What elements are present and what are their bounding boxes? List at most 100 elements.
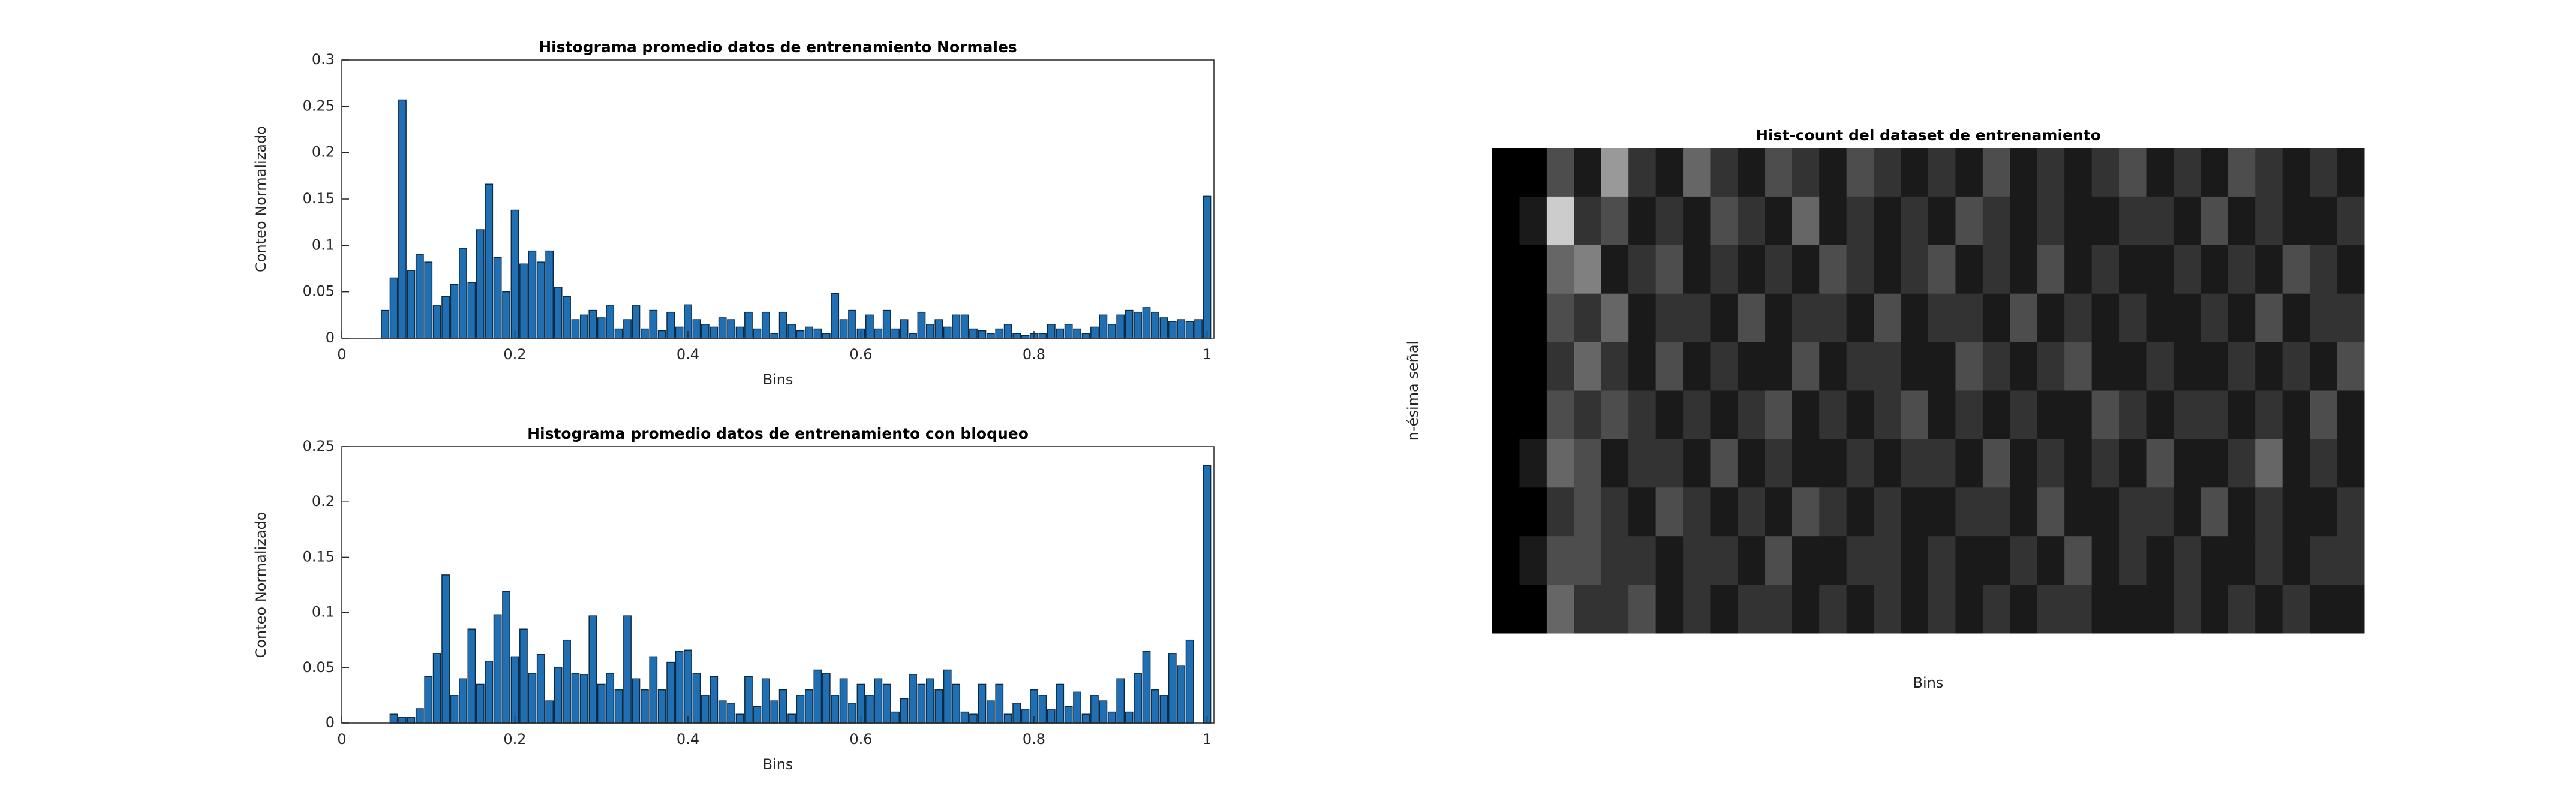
bar — [943, 669, 952, 724]
bar — [571, 673, 580, 724]
heatmap-cell — [1765, 148, 1793, 197]
bar — [1012, 333, 1021, 339]
bar — [1073, 328, 1081, 339]
heatmap-cell — [1601, 196, 1629, 246]
heatmap-cell — [1546, 536, 1574, 585]
heatmap-cell — [1492, 487, 1520, 537]
bar — [1116, 678, 1125, 724]
heatmap-cell — [2228, 439, 2256, 488]
bar — [978, 683, 987, 724]
heatmap-cell — [2091, 536, 2120, 585]
bar — [978, 330, 987, 339]
y-tick-label: 0 — [326, 329, 335, 346]
bar — [1099, 314, 1108, 339]
chart-title: Histograma promedio datos de entrenamien… — [527, 425, 1029, 442]
bar — [657, 689, 666, 724]
heatmap-cell — [1574, 148, 1602, 197]
y-tick-label: 0.25 — [303, 438, 335, 454]
heatmap-cell — [1546, 293, 1574, 343]
heatmap-cell — [1874, 342, 1902, 391]
bar — [623, 319, 632, 339]
heatmap-cell — [1546, 390, 1574, 439]
bar — [1021, 709, 1030, 724]
bar — [753, 328, 762, 339]
bar — [649, 656, 658, 724]
x-tick-label: 0.2 — [503, 346, 526, 363]
heatmap-cell — [1574, 585, 1602, 634]
bar — [770, 700, 779, 724]
heatmap-cell — [1601, 245, 1629, 294]
bar — [1038, 695, 1047, 724]
heatmap-cell — [1492, 293, 1520, 343]
heatmap-cell — [1792, 293, 1820, 343]
heatmap-cell — [1546, 196, 1574, 246]
bar — [1151, 311, 1159, 339]
heatmap-cell — [1655, 196, 1684, 246]
heatmap-cell — [2091, 487, 2120, 537]
x-tick-label: 0.4 — [677, 346, 699, 363]
y-tick-label: 0.2 — [312, 493, 335, 510]
heatmap-cell — [2173, 439, 2201, 488]
heatmap-cell — [1492, 342, 1520, 391]
bar — [710, 326, 719, 339]
x-tick-label: 1 — [1203, 731, 1212, 748]
bar — [1168, 321, 1177, 339]
bar — [1081, 333, 1090, 339]
heatmap-cell — [2310, 245, 2338, 294]
bar — [1090, 326, 1099, 339]
heatmap-cell — [2119, 196, 2147, 246]
heatmap-cell — [1819, 390, 1847, 439]
bar — [632, 678, 641, 724]
heatmap-cell — [2010, 487, 2038, 537]
heatmap-cell — [1928, 439, 1956, 488]
bar — [761, 311, 770, 339]
heatmap-cell — [2337, 390, 2365, 439]
bar — [415, 708, 424, 724]
bar — [813, 669, 822, 724]
heatmap-cell — [1737, 585, 1765, 634]
heatmap-cell — [1928, 293, 1956, 343]
heatmap-cell — [1492, 148, 1520, 197]
heatmap-cell — [2255, 536, 2283, 585]
heatmap-cell — [2173, 293, 2201, 343]
heatmap-cell — [1737, 390, 1765, 439]
heatmap-cell — [1928, 390, 1956, 439]
heatmap-cell — [1628, 390, 1657, 439]
bar — [831, 293, 840, 339]
bar — [805, 689, 813, 724]
y-tick-label: 0.25 — [303, 97, 335, 114]
heatmap-cell — [1519, 245, 1547, 294]
heatmap-cell — [1574, 390, 1602, 439]
bar — [528, 673, 537, 724]
heatmap-cell — [2337, 439, 2365, 488]
bar — [1107, 324, 1116, 339]
heatmap-cell — [1574, 439, 1602, 488]
heatmap-cell — [2337, 148, 2365, 197]
bar — [398, 717, 407, 724]
x-tick-label: 0.8 — [1023, 731, 1045, 748]
heatmap-cell — [2282, 585, 2310, 634]
bar — [502, 291, 510, 339]
heatmap-cell — [1792, 585, 1820, 634]
heatmap-cell — [1574, 196, 1602, 246]
heatmap-cell — [2037, 487, 2065, 537]
heatmap-cell — [1874, 293, 1902, 343]
bar — [485, 660, 494, 724]
bar — [1003, 324, 1012, 339]
bar — [563, 296, 571, 339]
heatmap-cell — [1928, 245, 1956, 294]
bar — [563, 639, 571, 724]
heatmap-cell — [2228, 390, 2256, 439]
heatmap-cell — [1982, 342, 2010, 391]
bar — [692, 673, 701, 724]
heatmap-cell — [1655, 148, 1684, 197]
chart-title: Histograma promedio datos de entrenamien… — [539, 38, 1017, 56]
heatmap-cell — [2146, 536, 2174, 585]
heatmap-cell — [1792, 487, 1820, 537]
bar — [874, 328, 883, 339]
heatmap-cell — [2310, 536, 2338, 585]
heatmap-cell — [2010, 390, 2038, 439]
bar — [770, 333, 779, 339]
heatmap-cell — [2310, 293, 2338, 343]
heatmap-cell — [1765, 293, 1793, 343]
